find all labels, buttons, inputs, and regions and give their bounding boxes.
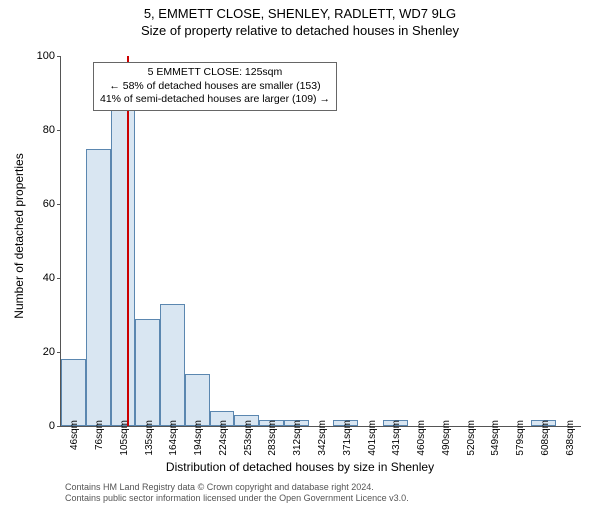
y-tick-label: 40 [29, 272, 55, 284]
x-tick-label: 194sqm [193, 420, 204, 456]
annotation-line2: ← 58% of detached houses are smaller (15… [100, 80, 330, 94]
histogram-bar [185, 374, 210, 426]
y-tick-label: 80 [29, 124, 55, 136]
x-tick-label: 283sqm [267, 420, 278, 456]
y-tick-mark [57, 56, 61, 57]
x-tick-label: 431sqm [391, 420, 402, 456]
x-tick-label: 549sqm [490, 420, 501, 456]
x-tick-label: 312sqm [292, 420, 303, 456]
annotation-line1: 5 EMMETT CLOSE: 125sqm [100, 66, 330, 80]
annotation-box: 5 EMMETT CLOSE: 125sqm ← 58% of detached… [93, 62, 337, 111]
histogram-bar [86, 149, 111, 427]
y-tick-mark [57, 278, 61, 279]
y-tick-mark [57, 204, 61, 205]
x-tick-label: 224sqm [218, 420, 229, 456]
y-tick-label: 60 [29, 198, 55, 210]
histogram-bar [61, 359, 86, 426]
footer-attribution: Contains HM Land Registry data © Crown c… [65, 482, 409, 504]
annotation-line3: 41% of semi-detached houses are larger (… [100, 93, 330, 107]
x-tick-label: 460sqm [416, 420, 427, 456]
plot-area: 02040608010046sqm76sqm105sqm135sqm164sqm… [60, 56, 581, 427]
y-tick-label: 100 [29, 50, 55, 62]
y-tick-mark [57, 426, 61, 427]
x-tick-label: 638sqm [565, 420, 576, 456]
y-axis-label: Number of detached properties [12, 153, 26, 318]
histogram-bar [135, 319, 160, 426]
x-tick-label: 608sqm [540, 420, 551, 456]
x-tick-label: 253sqm [243, 420, 254, 456]
histogram-bar [160, 304, 185, 426]
footer-line2: Contains public sector information licen… [65, 493, 409, 504]
chart-area: 02040608010046sqm76sqm105sqm135sqm164sqm… [60, 56, 580, 426]
x-tick-label: 520sqm [466, 420, 477, 456]
x-tick-label: 579sqm [515, 420, 526, 456]
y-tick-label: 20 [29, 346, 55, 358]
x-tick-label: 135sqm [144, 420, 155, 456]
x-tick-label: 401sqm [367, 420, 378, 456]
x-tick-label: 164sqm [168, 420, 179, 456]
footer-line1: Contains HM Land Registry data © Crown c… [65, 482, 409, 493]
x-tick-label: 342sqm [317, 420, 328, 456]
chart-title-main: 5, EMMETT CLOSE, SHENLEY, RADLETT, WD7 9… [0, 6, 600, 21]
property-marker-line [127, 56, 129, 426]
y-tick-mark [57, 352, 61, 353]
x-tick-label: 76sqm [94, 420, 105, 450]
x-axis-label: Distribution of detached houses by size … [0, 460, 600, 474]
histogram-bar [111, 89, 136, 426]
y-tick-mark [57, 130, 61, 131]
x-tick-label: 490sqm [441, 420, 452, 456]
x-tick-label: 46sqm [69, 420, 80, 450]
y-tick-label: 0 [29, 420, 55, 432]
x-tick-label: 371sqm [342, 420, 353, 456]
chart-title-sub: Size of property relative to detached ho… [0, 23, 600, 38]
